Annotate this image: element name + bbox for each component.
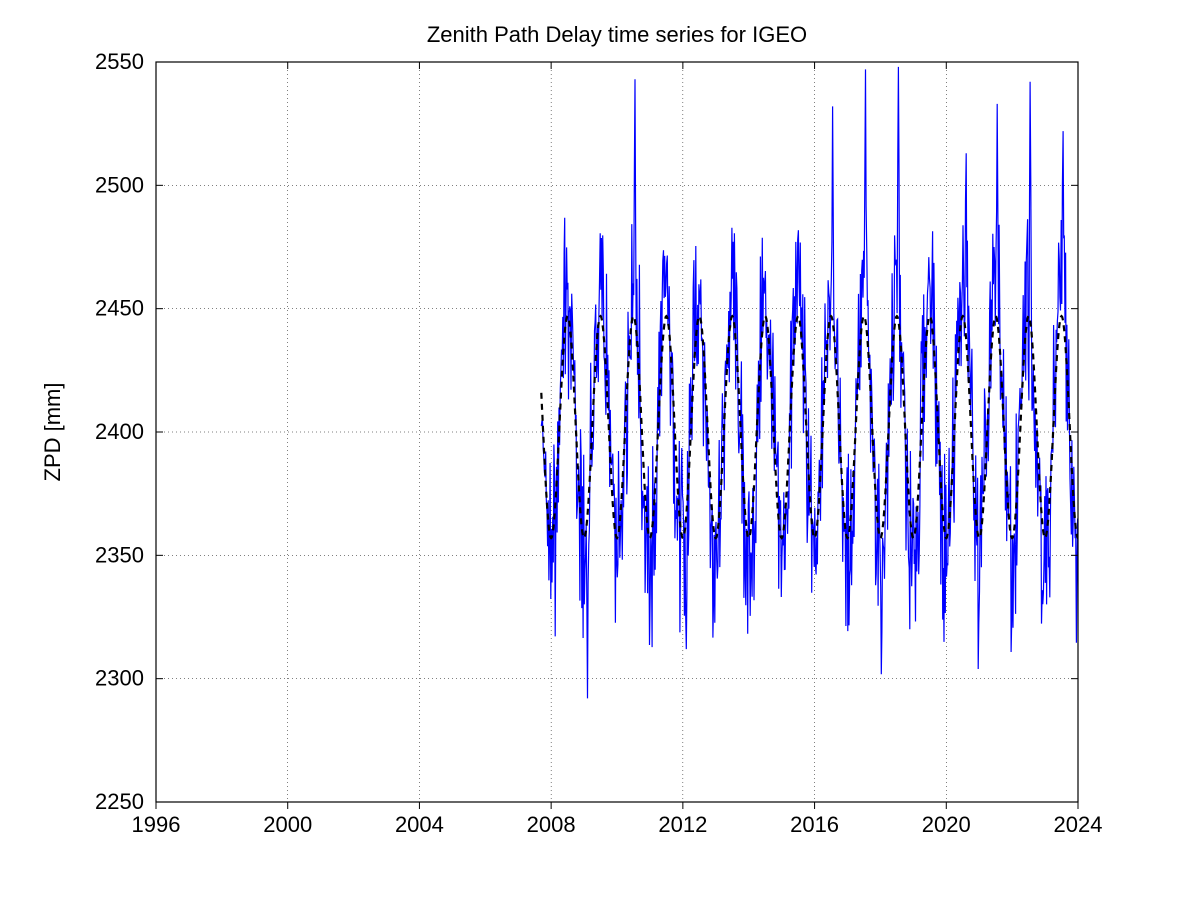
chart-title: Zenith Path Delay time series for IGEO (427, 22, 807, 47)
y-tick-label: 2400 (95, 419, 144, 444)
x-tick-label: 2016 (790, 812, 839, 837)
y-axis-label: ZPD [mm] (40, 383, 65, 482)
y-tick-label: 2550 (95, 49, 144, 74)
x-tick-label: 2024 (1054, 812, 1103, 837)
chart-svg: 1996 2000 2004 2008 2012 2016 2020 2024 2250 2300… (0, 0, 1201, 901)
y-tick-label: 2250 (95, 789, 144, 814)
x-tick-label: 2012 (658, 812, 707, 837)
x-tick-label: 2020 (922, 812, 971, 837)
y-tick-label: 2450 (95, 296, 144, 321)
chart-container: 1996 2000 2004 2008 2012 2016 2020 2024 2250 2300… (0, 0, 1201, 901)
x-tick-label: 2004 (395, 812, 444, 837)
y-tick-label: 2350 (95, 542, 144, 567)
y-tick-label: 2300 (95, 666, 144, 691)
x-tick-label: 2008 (527, 812, 576, 837)
y-tick-label: 2500 (95, 172, 144, 197)
x-tick-label: 2000 (263, 812, 312, 837)
x-tick-label: 1996 (132, 812, 181, 837)
